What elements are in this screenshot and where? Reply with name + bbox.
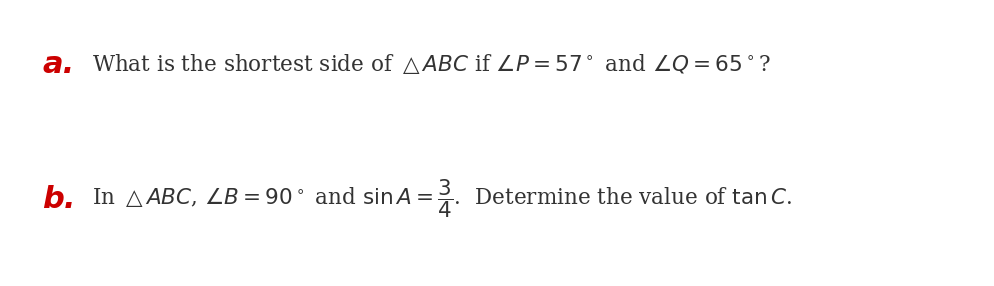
Text: In $\triangle ABC$, $\angle B = 90^\circ$ and $\sin A = \dfrac{3}{4}$.  Determin: In $\triangle ABC$, $\angle B = 90^\circ… (91, 178, 792, 221)
Text: What is the shortest side of $\triangle ABC$ if $\angle P = 57^\circ$ and $\angl: What is the shortest side of $\triangle … (91, 52, 770, 76)
Text: b.: b. (43, 184, 76, 214)
Text: a.: a. (43, 50, 75, 79)
